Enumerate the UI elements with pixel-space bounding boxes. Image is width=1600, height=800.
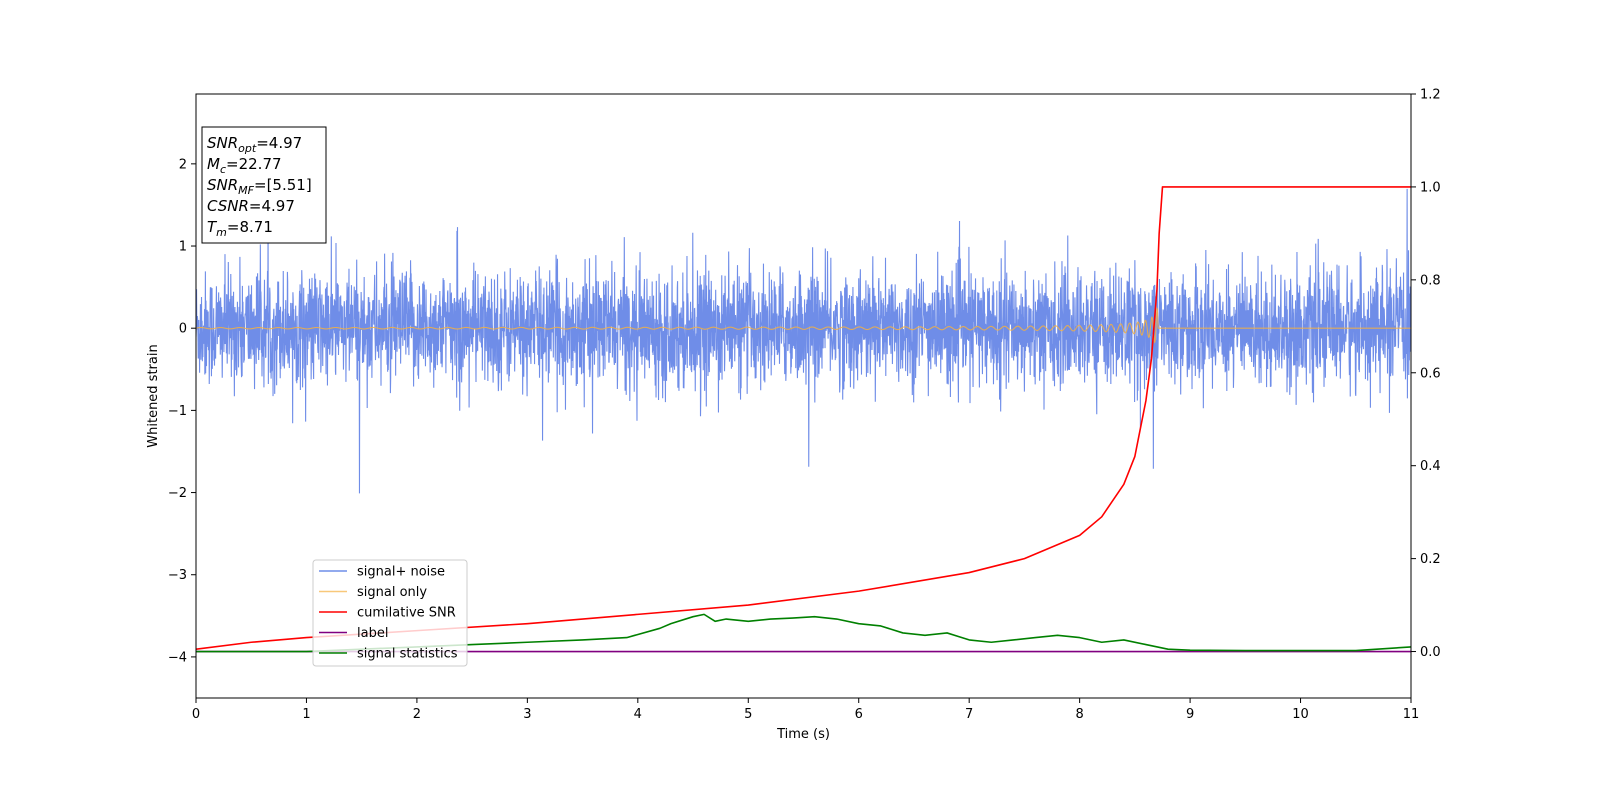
info-box-frame	[201, 126, 327, 244]
legend: signal+ noise signal only cumilative SNR la…	[312, 559, 468, 667]
x-tick-label: 6	[855, 707, 863, 722]
y-left-tick-label: 0	[179, 322, 187, 337]
y-right-tick-label: 0.8	[1420, 273, 1441, 288]
legend-frame	[312, 559, 468, 667]
legend-entry-label: signal only	[357, 585, 427, 600]
info-box-line: SNRMF=[5.51]	[207, 176, 312, 197]
x-tick-label: 10	[1292, 707, 1309, 722]
series-signal-statistics-line	[196, 613, 1411, 653]
series-signal-only-line	[196, 307, 1411, 344]
plot-frame	[195, 93, 1412, 699]
y-right-tick-label: 1.0	[1420, 180, 1441, 195]
legend-entry-label: signal+ noise	[357, 565, 445, 580]
x-tick-label: 7	[965, 707, 973, 722]
x-tick-label: 2	[413, 707, 421, 722]
y-right-tick-label: 0.4	[1420, 459, 1441, 474]
x-tick-label: 3	[523, 707, 531, 722]
x-tick-label: 9	[1186, 707, 1194, 722]
ticks-layer: 0 1 2 3 4 5 6 7 8 9 10 11210−1−2−3−41.21.00.80.60.4…	[168, 88, 1441, 723]
y-left-tick-label: −1	[168, 404, 187, 419]
y-right-tick-label: 0.2	[1420, 552, 1441, 567]
info-box-line: SNRopt=4.97	[207, 134, 302, 155]
x-tick-label: 5	[744, 707, 752, 722]
x-tick-label: 1	[302, 707, 310, 722]
x-tick-label: 11	[1403, 707, 1420, 722]
y-right-tick-label: 0.6	[1420, 366, 1441, 381]
y-left-tick-label: −4	[168, 650, 187, 665]
x-axis-label: Time (s)	[776, 727, 830, 742]
info-box: SNRopt=4.97Mc=22.77SNRMF=[5.51]CSNR=4.97…	[201, 126, 327, 244]
x-tick-label: 8	[1075, 707, 1083, 722]
info-box-line: Tm=8.71	[207, 218, 273, 239]
legend-entry-label: signal statistics	[357, 647, 458, 662]
y-left-tick-label: −2	[168, 486, 187, 501]
y-right-tick-label: 1.2	[1420, 88, 1441, 103]
legend-entry-label: label	[357, 626, 388, 641]
info-box-line: CSNR=4.97	[207, 197, 295, 215]
y-right-tick-label: 0.0	[1420, 645, 1441, 660]
y-left-tick-label: −3	[168, 568, 187, 583]
y-axis-label-left: Whitened strain	[146, 344, 161, 447]
x-tick-label: 4	[634, 707, 642, 722]
x-tick-label: 0	[192, 707, 200, 722]
series-signal-noise-line	[196, 188, 1411, 494]
y-left-tick-label: 1	[179, 240, 187, 255]
legend-entry-label: cumilative SNR	[357, 606, 456, 621]
info-box-line: Mc=22.77	[207, 155, 282, 176]
y-left-tick-label: 2	[179, 157, 187, 172]
